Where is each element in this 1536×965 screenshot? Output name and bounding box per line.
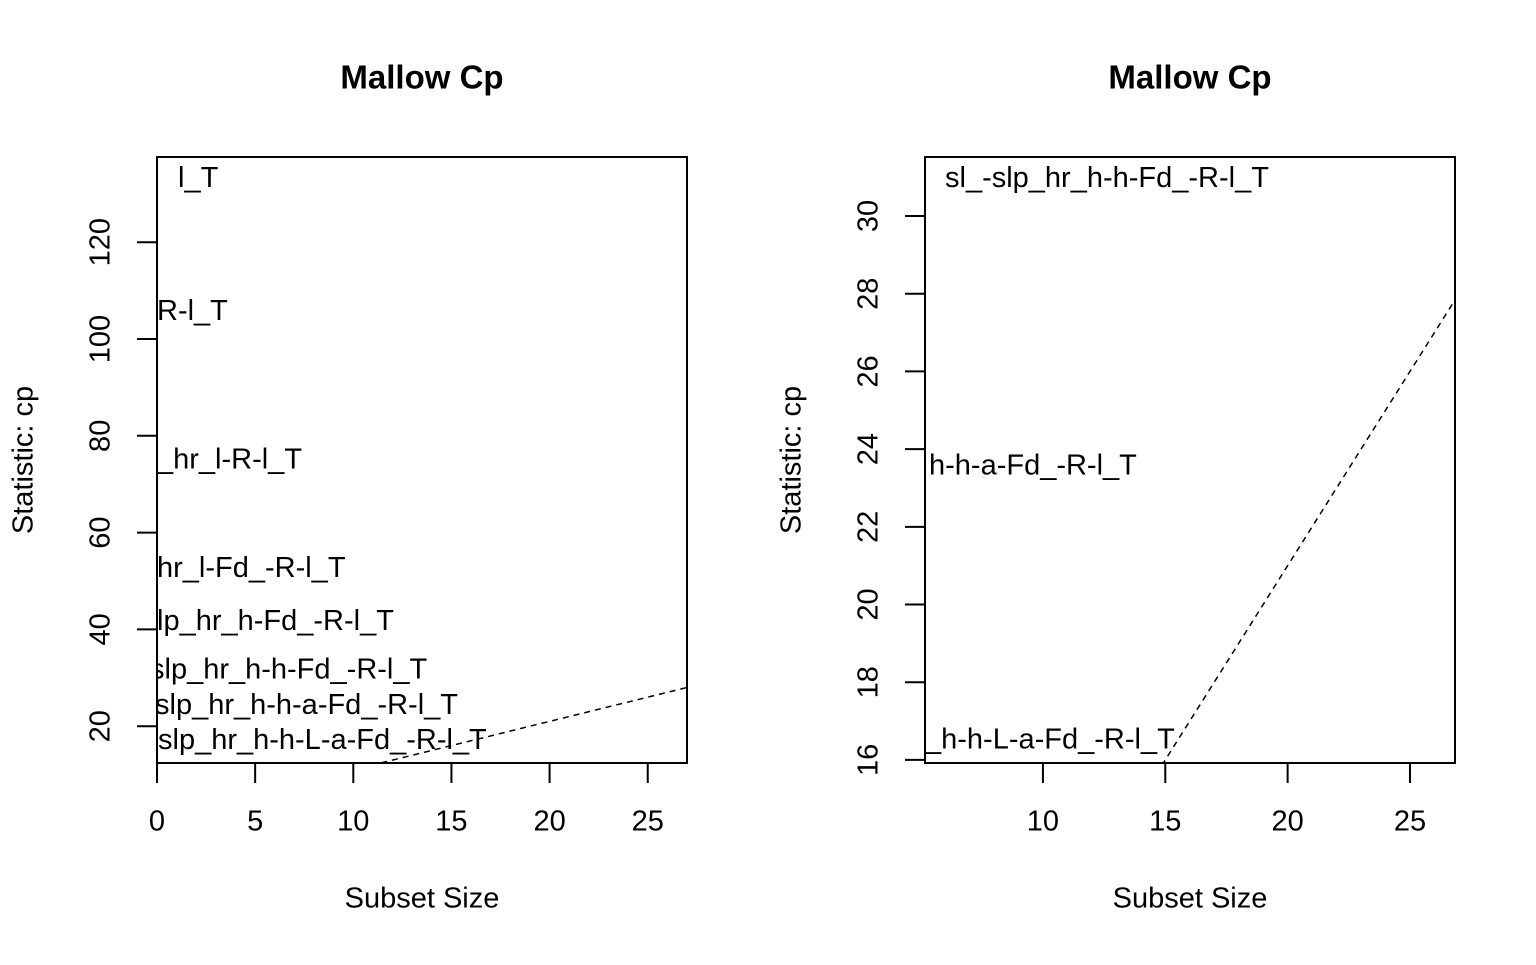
x-axis-title: Subset Size [1113,883,1268,915]
subset-label: l_T [178,162,219,194]
x-tick-label: 25 [632,806,664,838]
chart: Mallow Cp Subset Size Statistic: cp 10 15 20 2… [776,59,1456,915]
y-tick-label: 60 [85,516,117,548]
plot-area: sl_-slp_hr_h-h-Fd_-R-l_T h-h-a-Fd_-R-l_T _… [924,162,1455,763]
y-tick-label: 20 [85,710,117,742]
x-tick-label: 20 [533,806,565,838]
chart-title: Mallow Cp [340,59,503,96]
subset-label: lp_hr_h-Fd_-R-l_T [157,605,394,637]
x-tick-label: 5 [247,806,263,838]
y-tick-label: 16 [853,744,885,776]
y-tick-label: 30 [853,200,885,232]
y-tick-label: 22 [853,511,885,543]
x-tick-label: 15 [1149,806,1181,838]
subset-label: _hr_l-R-l_T [156,444,302,476]
y-tick-label: 40 [85,613,117,645]
subset-label: hr_l-Fd_-R-l_T [157,552,346,584]
reference-line [1162,298,1455,763]
x-tick-label: 10 [1027,806,1059,838]
y-tick-label: 100 [85,315,117,363]
y-axis-title: Statistic: cp [8,386,40,534]
y-tick-label: 24 [853,433,885,465]
subset-label: slp_hr_h-h-a-Fd_-R-l_T [155,689,458,721]
x-tick-label: 20 [1271,806,1303,838]
plot-area: l_T R-l_T _hr_l-R-l_T hr_l-Fd_-R-l_T lp_hr_h… [150,162,687,763]
y-tick-label: 18 [853,666,885,698]
x-tick-label: 10 [337,806,369,838]
subset-label: h-h-a-Fd_-R-l_T [929,450,1137,482]
x-tick-label: 0 [149,806,165,838]
x-tick-label: 15 [435,806,467,838]
subset-label: _h-h-L-a-Fd_-R-l_T [924,724,1175,756]
y-tick-label: 20 [853,588,885,620]
x-axis-title: Subset Size [345,883,500,915]
subset-label: R-l_T [157,295,228,327]
y-axis-title: Statistic: cp [776,386,808,534]
x-tick-label: 25 [1394,806,1426,838]
subset-label: sl_-slp_hr_h-h-Fd_-R-l_T [945,162,1269,194]
y-tick-label: 120 [85,218,117,266]
chart: Mallow Cp Subset Size Statistic: cp 0 5 10 15 2… [8,59,688,915]
chart-title: Mallow Cp [1108,59,1271,96]
y-tick-label: 28 [853,278,885,310]
subset-label: slp_hr_h-h-L-a-Fd_-R-l_T [158,724,487,756]
y-tick-label: 80 [85,420,117,452]
subset-label: slp_hr_h-h-Fd_-R-l_T [150,654,427,686]
y-tick-label: 26 [853,355,885,387]
